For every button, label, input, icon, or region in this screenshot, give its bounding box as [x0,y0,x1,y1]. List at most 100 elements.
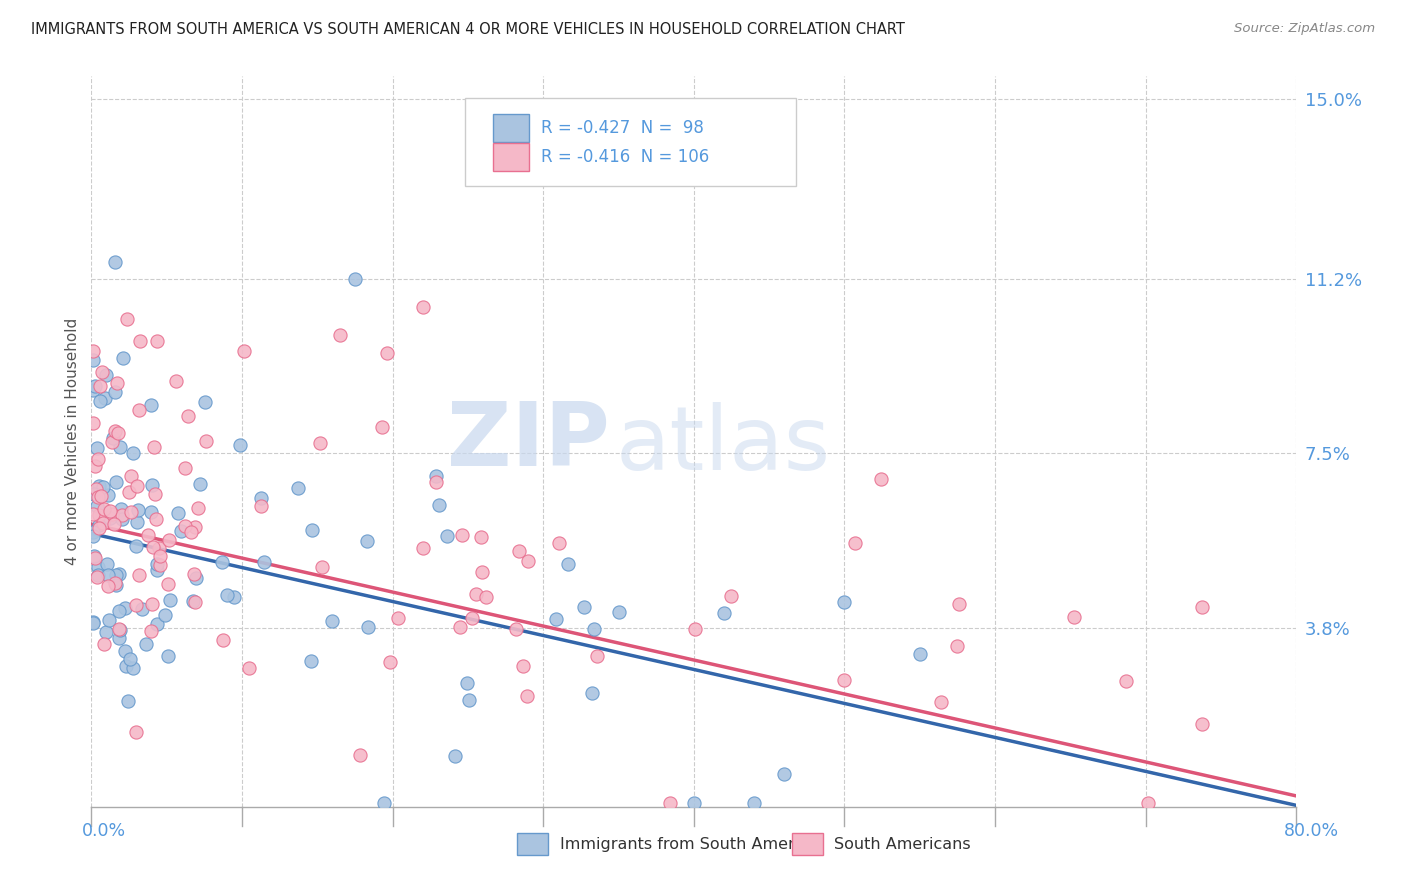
Point [375,346,398,360]
Point [607,605,630,619]
Point [89,393,111,408]
Point [96,568,118,582]
Point [117,694,139,708]
Point [142,540,165,554]
Point [188,476,211,491]
Point [84,550,107,565]
Point [115,311,138,326]
Point [120,505,142,519]
Point [143,487,166,501]
Point [581,686,603,700]
Point [83,487,105,501]
Point [82,416,104,430]
Point [146,334,169,349]
Point [91,365,114,379]
Point [84,482,107,496]
Point [101,431,124,445]
Point [98,510,121,524]
Point [343,271,366,285]
Point [83,549,105,564]
Point [97,488,120,502]
Point [170,524,193,539]
Point [309,436,332,450]
Point [82,525,104,540]
Point [194,395,217,409]
Point [146,616,169,631]
Point [229,438,252,452]
Point [139,624,162,639]
Point [127,503,149,517]
Point [91,481,114,495]
Point [142,440,165,454]
Point [118,484,141,499]
Point [250,491,273,505]
Point [183,567,205,582]
Point [138,528,160,542]
Point [107,567,129,582]
Point [659,796,682,810]
Point [156,648,179,663]
Point [720,589,742,603]
Point [87,567,110,582]
Point [148,558,170,572]
Point [128,568,150,582]
Point [574,600,596,615]
Point [139,505,162,519]
Point [456,675,478,690]
Point [1063,609,1085,624]
Point [157,577,180,591]
Point [425,475,447,489]
Point [582,622,605,636]
Point [742,796,765,810]
Text: 80.0%: 80.0% [1284,822,1339,840]
Point [371,420,394,434]
Point [1136,796,1159,810]
Text: R = -0.416  N = 106: R = -0.416 N = 106 [541,148,709,166]
Point [129,334,152,348]
Point [141,597,163,611]
Point [149,549,172,563]
Point [98,504,121,518]
Point [103,385,125,400]
Point [948,597,970,611]
Point [356,533,378,548]
Point [184,595,207,609]
Point [87,518,110,533]
Point [165,374,187,388]
Point [153,608,176,623]
Point [110,502,132,516]
Point [464,586,486,600]
Point [470,530,492,544]
Point [101,507,124,521]
Point [108,441,131,455]
Point [108,632,131,646]
Text: Immigrants from South America: Immigrants from South America [560,838,817,852]
Point [114,644,136,658]
Point [114,600,136,615]
Point [512,658,534,673]
Point [104,475,127,490]
Point [87,520,110,534]
Point [451,528,474,542]
Point [108,605,131,619]
Text: R = -0.427  N =  98: R = -0.427 N = 98 [541,119,704,136]
Point [86,441,108,455]
Point [125,515,148,529]
Point [111,512,134,526]
Point [557,557,579,571]
Point [834,673,856,687]
Point [86,499,108,513]
Point [82,616,104,631]
Point [82,615,104,629]
Point [443,749,465,764]
Point [87,452,110,467]
Point [108,624,131,638]
Point [89,508,111,522]
Point [146,563,169,577]
Point [98,613,121,627]
Point [131,602,153,616]
Point [115,659,138,673]
Text: 0.0%: 0.0% [82,822,125,840]
Point [1191,599,1213,614]
Point [105,568,128,582]
